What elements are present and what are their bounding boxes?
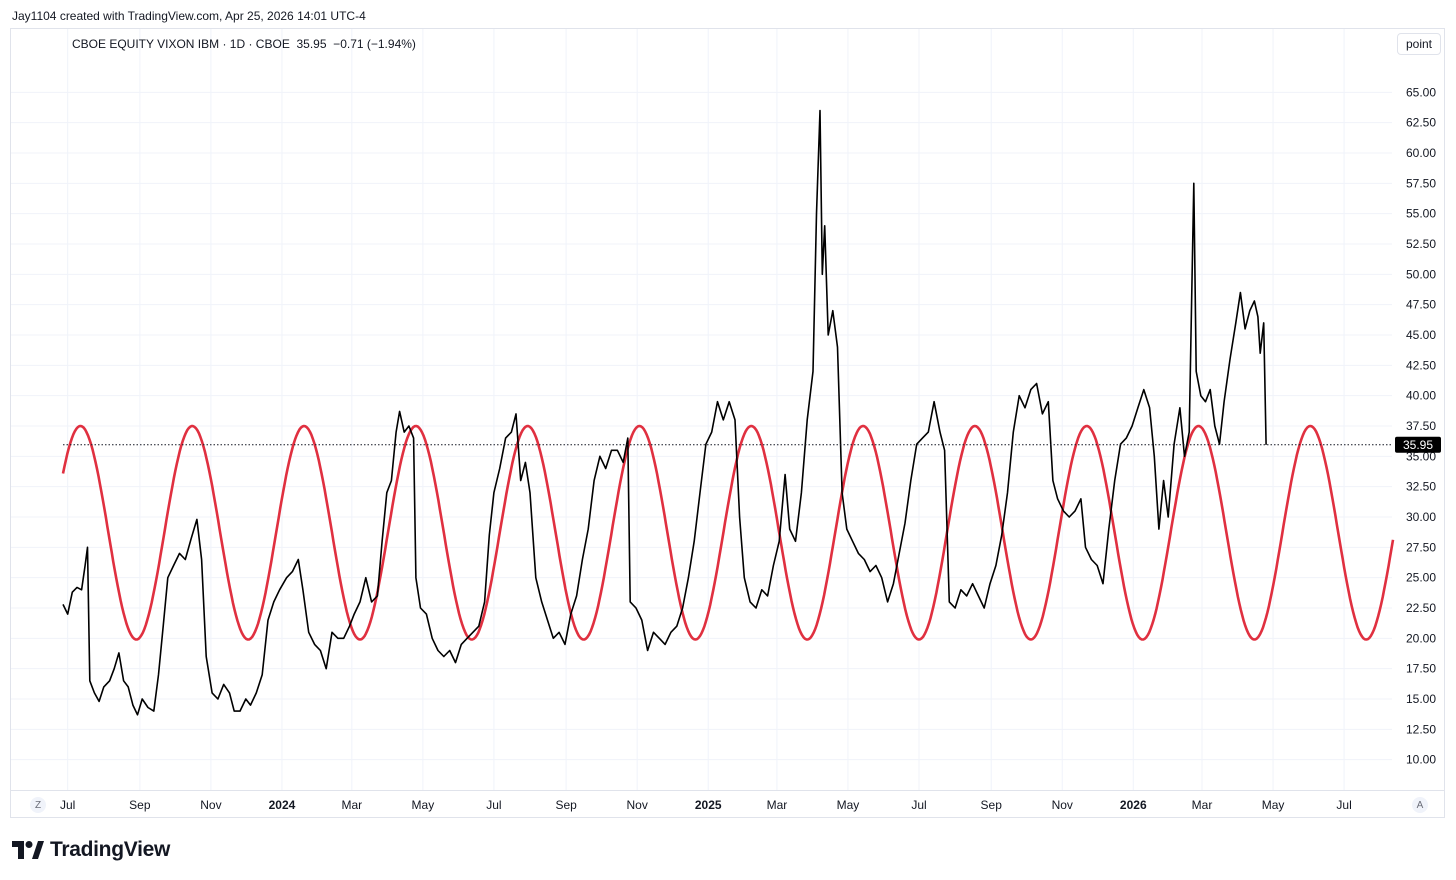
price-tick-label: 22.50 (1406, 601, 1436, 615)
price-tick-label: 37.50 (1406, 419, 1436, 433)
price-axis[interactable]: 10.00 12.50 15.00 17.50 20.00 22.50 25.00 27.50… (1406, 85, 1436, 766)
time-tick-label: Nov (1052, 798, 1073, 812)
symbol-legend[interactable]: CBOE EQUITY VIXON IBM · 1D · CBOE 35.95 … (72, 37, 416, 51)
time-tick-label: May (412, 798, 435, 812)
time-tick-label: May (837, 798, 860, 812)
price-tick-label: 57.50 (1406, 176, 1436, 190)
price-tick-label: 47.50 (1406, 298, 1436, 312)
last-price-badge-label: 35.95 (1403, 438, 1433, 452)
chart-credit: Jay1104 created with TradingView.com, Ap… (12, 9, 366, 23)
time-tick-label: Jul (1336, 798, 1351, 812)
time-tick-label: Jul (911, 798, 926, 812)
time-tick-label: Mar (1192, 798, 1213, 812)
auto-scale-button[interactable]: A (1412, 797, 1428, 813)
plot-series (61, 109, 1395, 716)
last-price-badge (1395, 436, 1441, 453)
time-tick-label: Jul (60, 798, 75, 812)
brand-name: TradingView (50, 838, 171, 861)
tradingview-logo-icon (12, 841, 44, 859)
time-tick-label: Nov (200, 798, 221, 812)
price-tick-label: 20.00 (1406, 631, 1436, 645)
time-tick-label: Nov (626, 798, 647, 812)
grid-lines (11, 29, 1392, 790)
price-tick-label: 30.00 (1406, 510, 1436, 524)
tradingview-brand[interactable]: TradingView (12, 838, 170, 862)
time-tick-label: Sep (981, 798, 1003, 812)
price-tick-label: 60.00 (1406, 146, 1436, 160)
time-axis[interactable]: Jul Sep Nov 2024 Mar May Jul Sep Nov 2025 Mar May Ju… (11, 790, 1444, 813)
time-tick-label: 2026 (1120, 798, 1147, 812)
time-tick-label: May (1262, 798, 1285, 812)
price-tick-label: 42.50 (1406, 358, 1436, 372)
chart-frame (10, 28, 1445, 818)
price-tick-label: 25.00 (1406, 571, 1436, 585)
price-tick-label: 50.00 (1406, 267, 1436, 281)
time-tick-label: Sep (555, 798, 577, 812)
price-tick-label: 12.50 (1406, 722, 1436, 736)
price-tick-label: 62.50 (1406, 116, 1436, 130)
price-tick-label: 27.50 (1406, 540, 1436, 554)
price-tick-label: 40.00 (1406, 389, 1436, 403)
time-tick-label: Mar (341, 798, 362, 812)
price-tick-label: 32.50 (1406, 480, 1436, 494)
price-tick-label: 65.00 (1406, 85, 1436, 99)
time-tick-label: 2025 (695, 798, 722, 812)
price-tick-label: 55.00 (1406, 207, 1436, 221)
time-tick-label: 2024 (269, 798, 296, 812)
unit-button[interactable]: point (1397, 33, 1441, 55)
price-line (62, 109, 1267, 716)
price-tick-label: 35.00 (1406, 449, 1436, 463)
sine-cycle-line (61, 424, 1395, 641)
price-tick-label: 45.00 (1406, 328, 1436, 342)
last-price-line: 35.95 (63, 436, 1441, 453)
price-tick-label: 15.00 (1406, 692, 1436, 706)
time-tick-label: Sep (129, 798, 151, 812)
scale-left-button[interactable]: Z (30, 797, 46, 813)
price-tick-label: 52.50 (1406, 237, 1436, 251)
price-tick-label: 10.00 (1406, 753, 1436, 767)
time-tick-label: Jul (486, 798, 501, 812)
price-tick-label: 17.50 (1406, 662, 1436, 676)
time-tick-label: Mar (767, 798, 788, 812)
